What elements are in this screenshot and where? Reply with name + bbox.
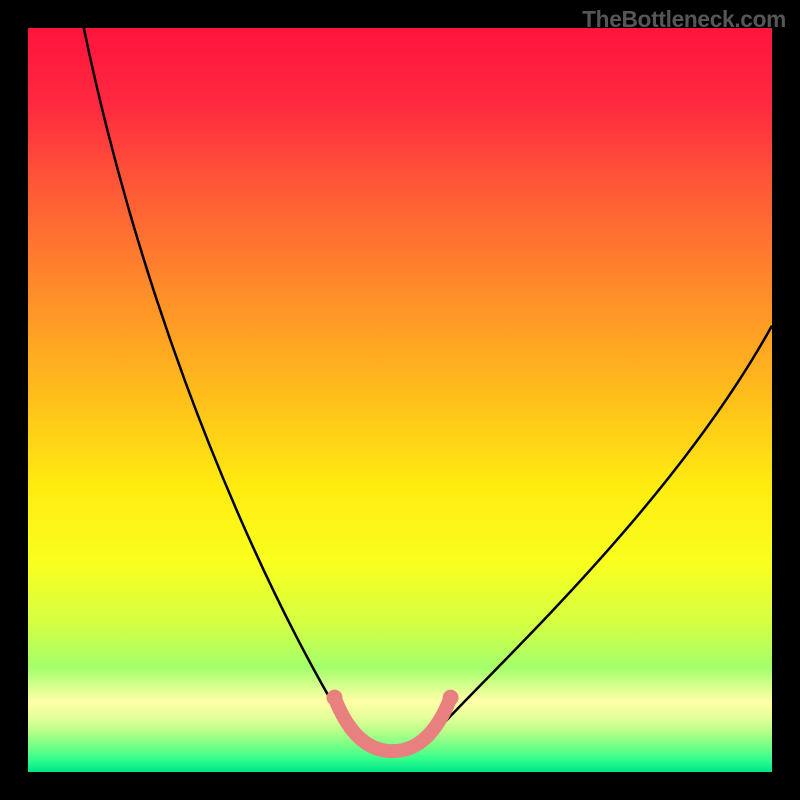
valley-end-dot [327,690,343,706]
gradient-fill [28,28,772,772]
valley-end-dot [443,690,459,706]
plot-area [28,28,772,772]
chart-frame: TheBottleneck.com [0,0,800,800]
plot-svg [28,28,772,772]
